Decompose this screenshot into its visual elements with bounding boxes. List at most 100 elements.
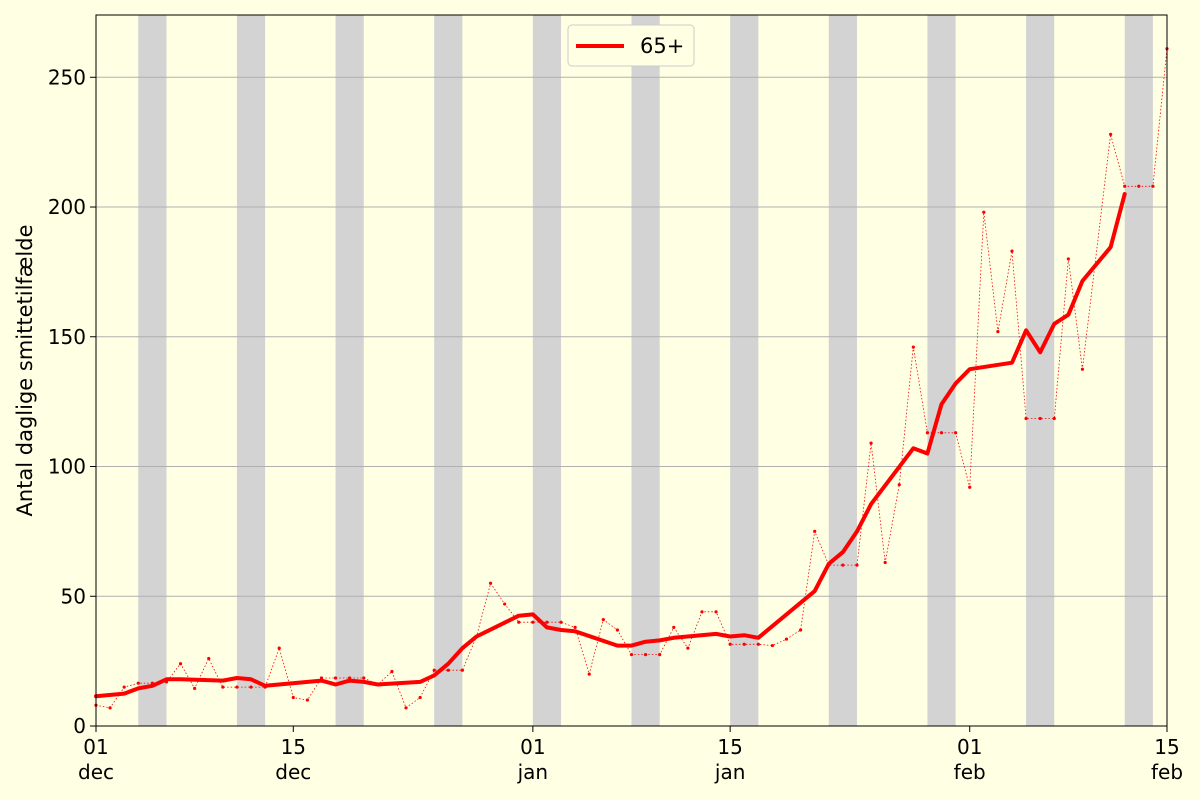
y-tick-label: 150: [48, 325, 86, 349]
daily-point: [432, 668, 436, 672]
daily-point: [1151, 184, 1155, 188]
daily-point: [615, 628, 620, 632]
daily-point: [897, 483, 901, 487]
plot-frame: [95, 14, 1168, 727]
weekend-band: [532, 15, 562, 726]
weekend-band: [1124, 15, 1153, 726]
weekend-band: [138, 15, 167, 726]
weekend-band: [730, 15, 759, 726]
daily-point: [1080, 367, 1085, 371]
daily-point: [1010, 249, 1014, 253]
legend: 65+: [567, 24, 695, 67]
y-gridlines: [96, 76, 1167, 597]
series-line-65plus: [94, 192, 1127, 699]
daily-point: [1024, 416, 1028, 421]
daily-point: [700, 610, 704, 614]
series-lines: [94, 47, 1169, 710]
daily-point: [658, 653, 662, 657]
daily-point: [911, 345, 915, 349]
daily-point: [1066, 257, 1070, 261]
daily-point: [545, 620, 549, 624]
x-tick-day-label: 15: [717, 735, 742, 759]
daily-point: [178, 662, 183, 666]
daily-point: [841, 563, 845, 567]
daily-point: [503, 602, 507, 606]
daily-point: [728, 642, 732, 646]
weekend-band: [236, 15, 266, 726]
weekend-band: [927, 15, 956, 726]
legend-label-65plus: 65+: [640, 34, 684, 58]
x-tick-month-label: dec: [78, 760, 114, 784]
daily-point: [883, 560, 887, 565]
weekend-band: [828, 15, 857, 726]
daily-point: [587, 672, 591, 676]
daily-point: [1123, 184, 1127, 188]
daily-point: [404, 706, 408, 710]
daily-point: [756, 642, 760, 646]
daily-point: [418, 695, 422, 700]
daily-point: [207, 656, 211, 661]
daily-point: [221, 685, 225, 689]
daily-point: [925, 431, 930, 435]
y-tick-label: 0: [73, 714, 86, 738]
daily-point: [122, 685, 126, 689]
x-tick-day-label: 15: [1154, 735, 1179, 759]
daily-point: [869, 441, 873, 445]
daily-point: [968, 485, 972, 489]
daily-point: [277, 646, 281, 650]
daily-point: [770, 643, 775, 648]
daily-point: [108, 706, 112, 710]
daily-point: [643, 653, 648, 657]
y-tick-label: 250: [48, 65, 86, 89]
x-tick-month-label: jan: [714, 760, 746, 784]
y-tick-label: 200: [48, 195, 86, 219]
daily-point: [517, 620, 521, 624]
daily-point: [813, 529, 817, 533]
weekend-band: [434, 15, 463, 726]
daily-point: [714, 610, 718, 614]
x-tick-day-label: 01: [520, 735, 545, 759]
weekend-bands: [138, 15, 1153, 726]
daily-point: [742, 642, 746, 646]
daily-point: [672, 625, 676, 629]
daily-point: [954, 431, 958, 435]
daily-point: [333, 676, 338, 680]
x-tick-month-label: feb: [954, 760, 986, 784]
daily-series-line: [95, 48, 1168, 709]
x-tick-day-label: 01: [957, 735, 982, 759]
daily-point: [784, 637, 789, 641]
daily-point: [601, 618, 605, 622]
x-tick-month-label: jan: [517, 760, 549, 784]
daily-point: [855, 563, 859, 567]
daily-point: [559, 620, 563, 624]
daily-point: [629, 653, 634, 657]
daily-point: [460, 668, 464, 672]
y-tick-label: 100: [48, 455, 86, 479]
daily-point: [996, 329, 1000, 334]
daily-point: [939, 431, 944, 435]
daily-point: [799, 628, 803, 632]
y-axis-ticks: 0 50 100 150 200 250: [48, 65, 96, 738]
daily-point: [1038, 416, 1042, 421]
daily-point: [136, 681, 140, 685]
daily-point: [305, 698, 309, 702]
weekend-band: [335, 15, 364, 726]
x-tick-day-label: 01: [83, 735, 108, 759]
daily-point: [982, 210, 986, 214]
weekend-band: [631, 15, 660, 726]
daily-point: [488, 581, 493, 585]
daily-point: [235, 685, 239, 689]
y-axis-label: Antal daglige smittetilfælde: [13, 224, 37, 516]
daily-point: [362, 676, 366, 680]
daily-point: [573, 625, 577, 629]
daily-point: [249, 685, 253, 689]
x-tick-month-label: dec: [275, 760, 311, 784]
daily-point: [686, 646, 690, 650]
daily-point: [1137, 184, 1141, 188]
daily-point: [390, 669, 394, 674]
y-tick-label: 50: [61, 584, 86, 608]
daily-point: [291, 695, 295, 700]
x-tick-day-label: 15: [281, 735, 306, 759]
